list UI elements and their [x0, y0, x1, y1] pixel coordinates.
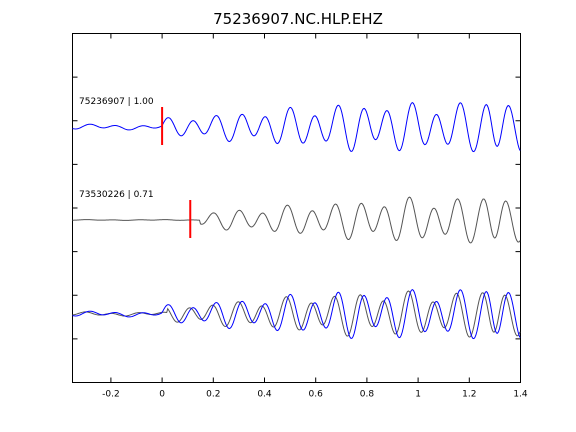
trace-line-aligned: [72, 196, 521, 244]
overlay-line-aligned: [72, 290, 521, 338]
x-tick-label: 1: [415, 390, 421, 400]
x-tick-label: 1.2: [462, 390, 476, 400]
x-tick-label: -0.2: [102, 390, 120, 400]
x-tick-label: 0.6: [309, 390, 324, 400]
x-axis: -0.2 0 0.2 0.4 0.6 0.8 1 1.2 1.4: [102, 33, 528, 400]
trace-line-reference: [72, 102, 521, 153]
x-tick-label: 0: [159, 390, 165, 400]
trace-labels: 75236907 | 1.00 73530226 | 0.71: [79, 97, 154, 200]
x-tick-label: 1.4: [513, 390, 528, 400]
x-tick-label: 0.2: [206, 390, 220, 400]
trace-label: 75236907 | 1.00: [79, 97, 154, 107]
pick-markers: [161, 107, 192, 238]
y-tick-marks: [72, 76, 521, 340]
x-tick-label: 0.4: [257, 390, 272, 400]
overlay-line-reference: [72, 289, 521, 340]
waveform-traces: [72, 102, 521, 340]
chart-title: 75236907.NC.HLP.EHZ: [213, 10, 383, 28]
trace-label: 73530226 | 0.71: [79, 190, 154, 200]
x-tick-label: 0.8: [360, 390, 375, 400]
